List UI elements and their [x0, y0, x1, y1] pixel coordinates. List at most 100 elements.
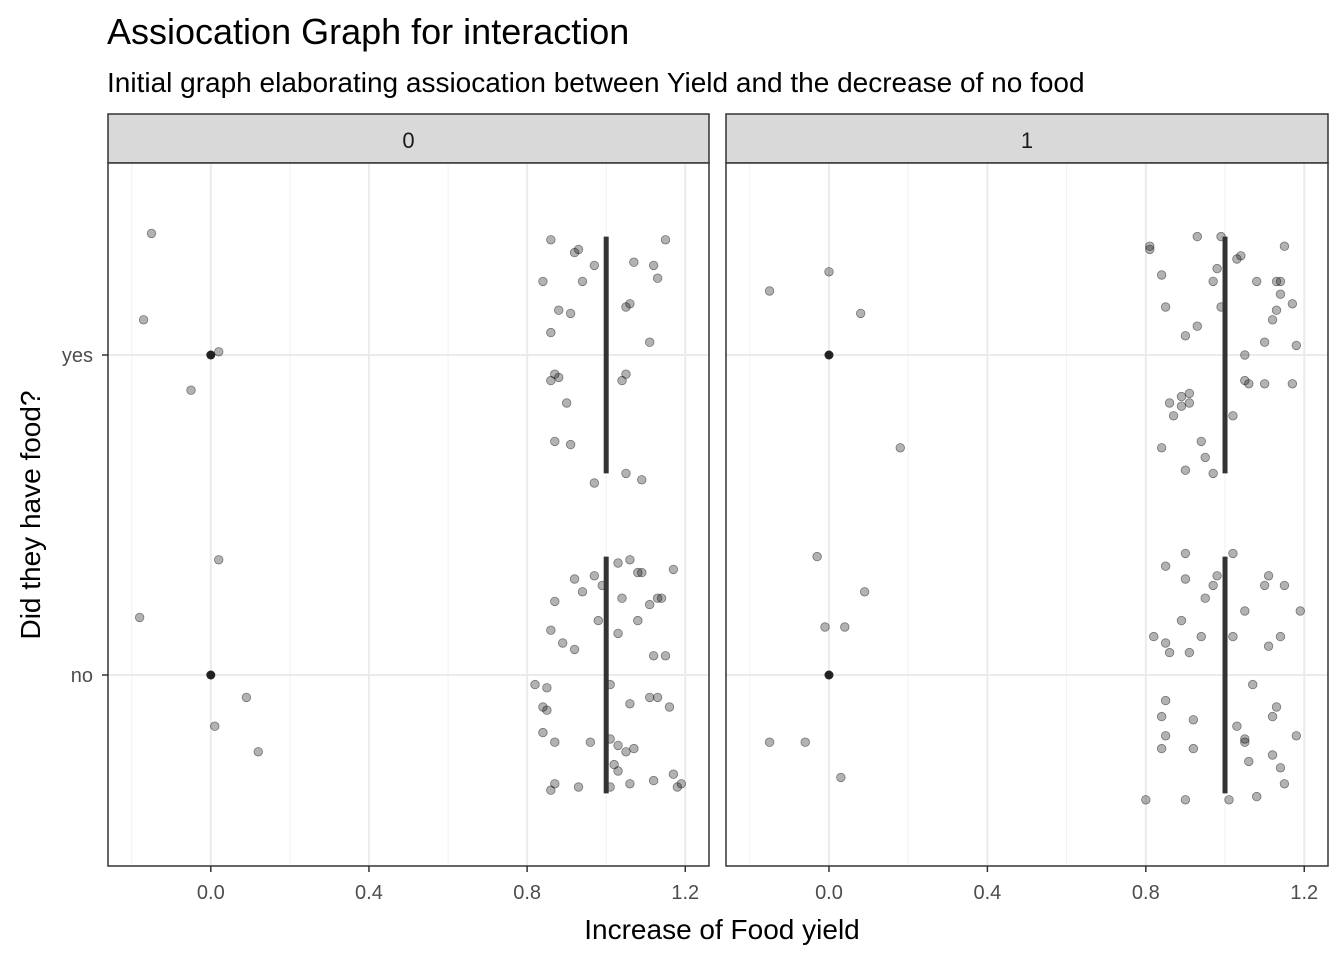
data-point [676, 779, 687, 789]
data-point [1224, 795, 1234, 805]
data-point [1228, 631, 1238, 642]
data-point [625, 299, 635, 309]
data-point [1176, 615, 1187, 626]
data-point [648, 651, 659, 661]
data-point [550, 596, 560, 607]
facet-strip [107, 113, 710, 164]
data-point [585, 737, 596, 747]
data-point [1160, 302, 1171, 312]
data-point [652, 273, 663, 283]
x-tick-label: 0.0 [815, 882, 843, 904]
data-point [1244, 756, 1254, 767]
facet-strip [725, 113, 1329, 164]
data-point [1208, 468, 1218, 479]
mean-point-yes [824, 350, 834, 360]
data-point [550, 369, 560, 379]
chart-title: Assiocation Graph for interaction [107, 11, 629, 52]
y-axis-title: Did they have food? [15, 390, 46, 639]
data-point [253, 747, 263, 757]
panel-background [108, 163, 709, 866]
data-point [672, 782, 683, 792]
data-point [589, 571, 600, 581]
data-point [146, 228, 157, 239]
data-point [1228, 548, 1238, 559]
data-point [1208, 276, 1218, 287]
data-point [617, 375, 627, 386]
data-point [1192, 231, 1203, 242]
y-tick-label: no [71, 665, 93, 687]
data-point [895, 443, 905, 453]
data-point [1212, 263, 1222, 274]
mean-point-yes [206, 350, 216, 360]
data-point [1248, 679, 1258, 690]
data-point [550, 779, 560, 789]
data-point [214, 555, 224, 565]
data-point [1180, 548, 1191, 559]
data-point [538, 276, 548, 287]
data-point [210, 721, 220, 731]
facet-panel-1: 1 0.0 0.4 0.8 1.2 [725, 113, 1329, 904]
data-point [1259, 580, 1270, 591]
data-point [546, 625, 556, 635]
data-point [546, 375, 556, 386]
data-point [214, 347, 224, 357]
data-point [1176, 401, 1187, 411]
data-point [1259, 337, 1270, 347]
data-point [1180, 331, 1191, 341]
mean-point-no [206, 670, 216, 680]
data-point [855, 308, 866, 319]
data-point [668, 564, 679, 575]
data-point [138, 315, 149, 325]
data-point [1164, 647, 1175, 658]
data-point [652, 593, 663, 603]
x-tick-label: 0.8 [1132, 882, 1160, 904]
data-point [1279, 580, 1290, 591]
data-point [589, 260, 600, 271]
data-point [1228, 411, 1238, 421]
facet-strip-label: 0 [402, 128, 414, 153]
data-point [1180, 574, 1191, 584]
facet-strip-label: 1 [1021, 128, 1033, 153]
data-point [1196, 436, 1206, 447]
data-point [1232, 721, 1242, 731]
data-point [134, 612, 145, 623]
data-point [550, 436, 560, 447]
data-point [656, 593, 667, 603]
x-tick-label: 0.8 [513, 882, 541, 904]
data-point [573, 244, 584, 255]
data-point [644, 337, 655, 347]
data-point [569, 247, 580, 258]
data-point [1188, 743, 1199, 754]
facet-panel-0: 0 0.0 0.4 0.8 1.2 no yes [62, 113, 710, 904]
data-point [613, 558, 623, 568]
data-point [1160, 561, 1171, 571]
data-point [1295, 606, 1305, 616]
data-point [1236, 251, 1246, 261]
facet-panels: 0 0.0 0.4 0.8 1.2 no yes 1 0.0 0.4 0.8 1.2 [62, 113, 1329, 904]
data-point [1160, 695, 1171, 706]
y-tick-label: yes [62, 345, 93, 367]
data-point [1275, 763, 1286, 773]
data-point [561, 398, 572, 408]
data-point [1141, 795, 1151, 805]
data-point [800, 737, 810, 747]
data-point [1267, 750, 1278, 760]
data-point [617, 593, 627, 603]
data-point [1156, 270, 1167, 280]
data-point [1291, 731, 1302, 741]
mean-point-no [824, 670, 834, 680]
data-point [1263, 571, 1274, 581]
data-point [1263, 641, 1274, 651]
data-point [625, 555, 635, 565]
data-point [1156, 743, 1167, 754]
x-tick-label: 1.2 [671, 882, 699, 904]
data-point [569, 644, 580, 655]
data-point [629, 743, 639, 754]
data-point [1287, 379, 1298, 389]
data-point [530, 679, 540, 690]
data-point [644, 692, 655, 703]
data-point [1279, 779, 1290, 789]
data-point [1145, 241, 1155, 251]
data-point [613, 740, 623, 751]
data-point [613, 628, 623, 639]
